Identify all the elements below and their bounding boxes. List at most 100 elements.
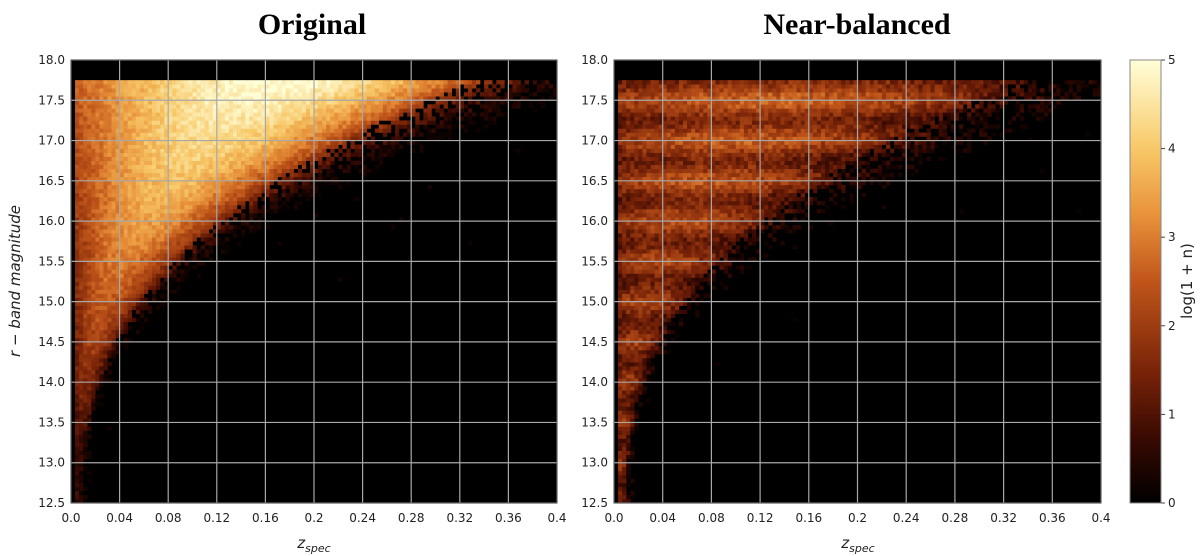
- heatmap-cell: [423, 124, 428, 129]
- heatmap-cell: [99, 366, 104, 371]
- heatmap-cell: [196, 200, 201, 206]
- heatmap-cell: [143, 92, 149, 97]
- heatmap-cell: [739, 213, 745, 218]
- heatmap-cell: [83, 225, 88, 230]
- heatmap-cell: [480, 116, 485, 121]
- heatmap-cell: [75, 188, 80, 194]
- heatmap-cell: [107, 269, 112, 274]
- heatmap-cell: [269, 132, 274, 137]
- heatmap-cell: [147, 261, 153, 266]
- heatmap-cell: [245, 172, 250, 178]
- heatmap-cell: [123, 84, 128, 89]
- heatmap-cell: [172, 120, 177, 125]
- heatmap-cell: [638, 390, 643, 395]
- heatmap-cell: [75, 349, 80, 355]
- heatmap-cell: [188, 176, 193, 182]
- heatmap-cell: [354, 108, 359, 113]
- heatmap-cell: [188, 257, 193, 262]
- heatmap-cell: [386, 100, 392, 105]
- heatmap-cell: [334, 180, 339, 186]
- heatmap-cell: [228, 188, 234, 194]
- heatmap-cell: [654, 273, 659, 278]
- heatmap-cell: [650, 204, 655, 210]
- heatmap-cell: [135, 100, 141, 105]
- heatmap-cell: [634, 289, 639, 294]
- heatmap-cell: [626, 366, 631, 371]
- heatmap-cell: [99, 305, 104, 310]
- heatmap-cell: [164, 180, 169, 186]
- heatmap-cell: [670, 289, 676, 294]
- heatmap-cell: [220, 225, 226, 230]
- heatmap-cell: [528, 100, 533, 105]
- heatmap-cell: [411, 88, 416, 93]
- heatmap-cell: [334, 124, 339, 129]
- heatmap-cell: [91, 325, 96, 331]
- heatmap-cell: [646, 321, 651, 327]
- heatmap-cell: [658, 293, 663, 298]
- heatmap-cell: [83, 486, 88, 492]
- heatmap-cell: [622, 462, 627, 468]
- heatmap-cell: [512, 84, 517, 89]
- heatmap-cell: [123, 337, 128, 343]
- heatmap-cell: [99, 80, 104, 85]
- heatmap-cell: [103, 297, 108, 302]
- heatmap-cell: [751, 233, 757, 238]
- heatmap-cell: [326, 160, 331, 166]
- heatmap-cell: [658, 273, 663, 278]
- heatmap-cell: [127, 245, 133, 250]
- heatmap-cell: [115, 265, 120, 270]
- heatmap-cell: [265, 108, 270, 113]
- heatmap-cell: [123, 180, 128, 186]
- heatmap-cell: [630, 406, 635, 411]
- heatmap-cell: [646, 285, 651, 290]
- heatmap-cell: [366, 108, 371, 113]
- heatmap-cell: [346, 180, 351, 186]
- heatmap-cell: [115, 180, 120, 186]
- heatmap-cell: [224, 164, 230, 170]
- heatmap-cell: [228, 156, 234, 161]
- heatmap-cell: [374, 128, 380, 133]
- heatmap-cell: [83, 446, 88, 451]
- heatmap-cell: [220, 128, 226, 133]
- heatmap-cell: [196, 152, 201, 157]
- heatmap-cell: [164, 160, 169, 166]
- heatmap-cell: [318, 84, 323, 89]
- heatmap-cell: [666, 249, 672, 254]
- heatmap-cell: [455, 88, 461, 93]
- heatmap-cell: [103, 124, 108, 129]
- heatmap-cell: [228, 84, 234, 89]
- heatmap-cell: [147, 265, 153, 270]
- heatmap-cell: [642, 378, 647, 383]
- heatmap-cell: [147, 213, 153, 218]
- heatmap-cell: [127, 297, 133, 302]
- heatmap-cell: [233, 136, 238, 141]
- heatmap-cell: [188, 225, 193, 230]
- heatmap-cell: [281, 200, 286, 206]
- heatmap-cell: [237, 88, 242, 93]
- heatmap-cell: [99, 204, 104, 210]
- heatmap-cell: [423, 116, 428, 121]
- heatmap-cell: [330, 92, 335, 97]
- heatmap-cell: [354, 136, 359, 141]
- heatmap-cell: [273, 176, 278, 182]
- heatmap-cell: [395, 124, 400, 129]
- heatmap-cell: [820, 200, 826, 206]
- heatmap-cell: [257, 164, 262, 170]
- heatmap-cell: [152, 132, 157, 137]
- heatmap-cell: [83, 362, 88, 367]
- heatmap-cell: [699, 241, 704, 246]
- heatmap-cell: [107, 378, 112, 383]
- heatmap-cell: [79, 136, 84, 141]
- heatmap-cell: [760, 229, 765, 234]
- heatmap-cell: [293, 124, 299, 129]
- heatmap-cell: [277, 80, 282, 85]
- heatmap-cell: [103, 180, 108, 186]
- heatmap-cell: [261, 152, 266, 157]
- heatmap-cell: [707, 265, 712, 270]
- heatmap-cell: [334, 116, 339, 121]
- heatmap-cell: [816, 200, 822, 206]
- heatmap-cell: [691, 265, 696, 270]
- heatmap-cell: [168, 269, 173, 274]
- heatmap-cell: [622, 434, 627, 439]
